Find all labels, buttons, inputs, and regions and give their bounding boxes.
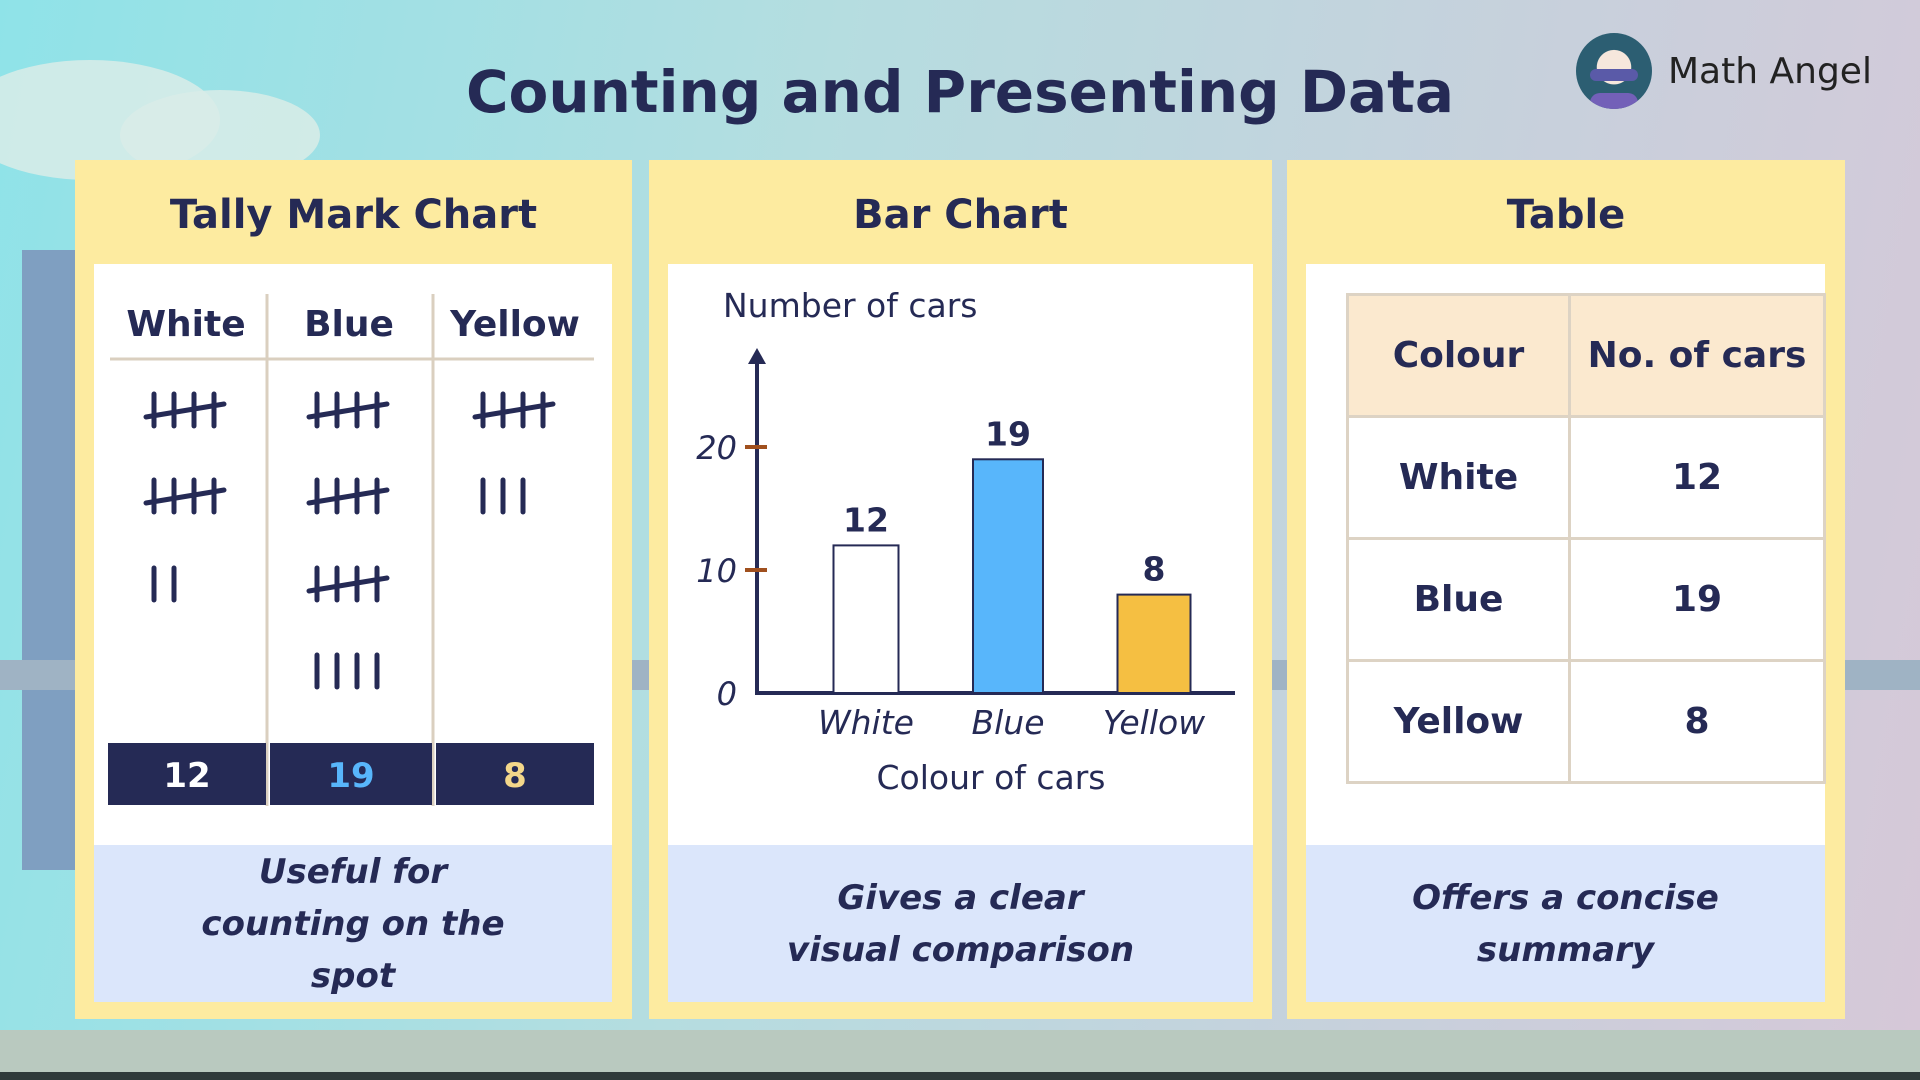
tally-total: 19 <box>327 756 374 796</box>
bar-value-label: 8 <box>1143 550 1166 589</box>
table-panel: Table Colour No. of cars White 12 Blue 19 Y… <box>1287 160 1845 1019</box>
bar-chart: Number of cars 0 10 20 12 White 19 Blue 8 Yellow C… <box>668 264 1253 845</box>
tally-marks <box>480 477 526 515</box>
cat-mascot-icon <box>1576 33 1652 109</box>
cell: White <box>1346 415 1571 540</box>
x-axis-label: Colour of cars <box>877 758 1106 797</box>
panel-caption: Offers a concise summary <box>1306 845 1825 1002</box>
cell: 19 <box>1568 537 1826 662</box>
table-row: Yellow 8 <box>1346 659 1826 784</box>
cell: Yellow <box>1346 659 1571 784</box>
tally-panel: Tally Mark Chart White 12 Blue 19 Yellow 8 Us… <box>75 160 632 1019</box>
tally-group-five <box>306 477 390 515</box>
panel-caption: Useful for counting on the spot <box>94 845 612 1002</box>
tally-column-header: White <box>126 304 245 345</box>
bar <box>972 458 1044 694</box>
y-tick-label: 10 <box>696 552 737 590</box>
tally-chart: White 12 Blue 19 Yellow 8 <box>94 264 612 845</box>
column-header: Colour <box>1346 293 1571 418</box>
bar-chart-svg: Number of cars 0 10 20 12 White 19 Blue 8 Yellow C… <box>696 286 1235 797</box>
tally-group-five <box>143 477 227 515</box>
tally-group-five <box>472 391 556 429</box>
summary-table-area: Colour No. of cars White 12 Blue 19 Yellow 8 <box>1306 264 1826 845</box>
tally-marks <box>314 652 380 690</box>
building <box>22 250 82 870</box>
tally-marks <box>151 565 177 603</box>
tally-svg: White 12 Blue 19 Yellow 8 <box>108 294 594 806</box>
tally-column-header: Yellow <box>449 304 580 345</box>
total-cell <box>436 743 594 805</box>
tally-total: 8 <box>503 756 527 796</box>
brand-name: Math Angel <box>1668 50 1872 92</box>
tally-group-five <box>143 391 227 429</box>
cell: Blue <box>1346 537 1571 662</box>
brand-logo: Math Angel <box>1576 33 1872 109</box>
page-title: Counting and Presenting Data <box>465 58 1455 126</box>
panel-caption: Gives a clear visual comparison <box>668 845 1253 1002</box>
ground <box>0 1030 1920 1080</box>
panel-heading: Table <box>1506 192 1626 238</box>
tally-total: 12 <box>163 756 210 796</box>
bar-panel: Bar Chart Number of cars 0 10 20 12 White 19 Bl… <box>649 160 1272 1019</box>
bar-value-label: 12 <box>843 500 889 539</box>
cell: 8 <box>1568 659 1826 784</box>
total-cell <box>108 743 266 805</box>
y-axis-arrow <box>748 348 766 364</box>
table-row: White 12 <box>1346 415 1826 540</box>
y-axis-label: Number of cars <box>723 286 977 325</box>
bar-value-label: 19 <box>985 414 1031 453</box>
summary-table: Colour No. of cars White 12 Blue 19 Yellow 8 <box>1346 293 1826 784</box>
x-tick-label: White <box>818 703 914 742</box>
x-tick-label: Yellow <box>1103 703 1206 742</box>
total-cell <box>270 743 432 805</box>
table-header-row: Colour No. of cars <box>1346 293 1826 418</box>
cell: 12 <box>1568 415 1826 540</box>
panel-heading: Bar Chart <box>853 192 1068 238</box>
column-header: No. of cars <box>1568 293 1826 418</box>
y-tick-label: 0 <box>717 675 737 713</box>
panel-heading: Tally Mark Chart <box>169 192 538 238</box>
tally-column-header: Blue <box>304 304 394 345</box>
road <box>0 1072 1920 1080</box>
y-tick-label: 20 <box>696 429 737 467</box>
table-row: Blue 19 <box>1346 537 1826 662</box>
bar <box>1116 593 1192 695</box>
x-tick-label: Blue <box>971 703 1044 742</box>
tally-group-five <box>306 391 390 429</box>
tally-group-five <box>306 565 390 603</box>
bar <box>832 544 900 694</box>
